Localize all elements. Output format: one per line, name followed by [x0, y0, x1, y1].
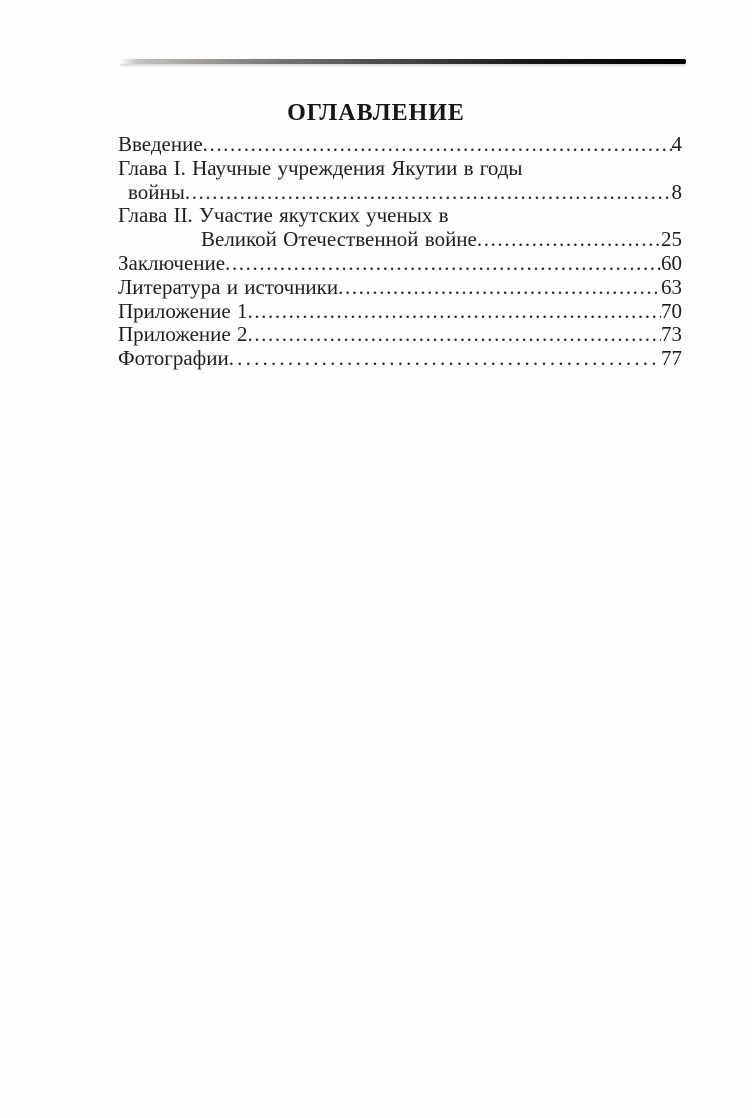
dot-leader: ........................................… [184, 180, 672, 204]
toc-entry-label: Литература и источники [118, 274, 339, 299]
page-title: ОГЛАВЛЕНИЕ [287, 100, 465, 127]
toc-row-glava2-line2: Великой Отечественной войне ............… [118, 227, 682, 252]
toc-entry-label: Глава I. Научные учреждения Якутии в год… [118, 155, 523, 180]
toc-entry-label: Приложение 1 [118, 298, 248, 323]
toc-page-number: 25 [661, 227, 682, 252]
toc-entry-label: войны [128, 179, 185, 204]
toc-entry-label: Введение [118, 132, 203, 156]
dot-leader: ........................................… [228, 347, 661, 371]
dot-leader: ........................................… [338, 275, 661, 299]
toc-page-number: 70 [661, 298, 682, 323]
toc-page-number: 63 [661, 274, 682, 299]
toc-row-vvedenie: Введение ...............................… [118, 132, 683, 157]
dot-leader: ........................................… [247, 299, 661, 323]
dot-leader: ........................................… [247, 323, 661, 347]
toc-page-number: 4 [671, 132, 683, 156]
toc-row-zaklyuchenie: Заключение .............................… [118, 250, 682, 276]
dot-leader: ........................................… [202, 133, 672, 156]
dot-leader: ........................................… [225, 251, 661, 275]
toc-row-literatura: Литература и источники .................… [118, 274, 682, 300]
toc-entry-label: Заключение [118, 250, 226, 275]
top-scan-rule [120, 59, 686, 64]
toc-row-glava1-line2: войны ..................................… [118, 179, 683, 205]
toc-row-glava1-line1: Глава I. Научные учреждения Якутии в год… [118, 155, 682, 181]
toc-row-fotografii: Фотографии .............................… [118, 346, 682, 371]
toc-entry-label: Фотографии [118, 346, 229, 371]
toc-page-number: 73 [661, 322, 682, 347]
toc-entry-label: Великой Отечественной войне [201, 227, 477, 252]
table-of-contents: Введение ...............................… [118, 132, 683, 371]
dot-leader: ........................................… [476, 228, 661, 252]
toc-row-prilozhenie-2: Приложение 2 ...........................… [118, 323, 682, 347]
toc-page-number: 77 [661, 346, 682, 371]
toc-entry-label: Глава II. Участие якутских ученых в [118, 203, 449, 228]
toc-row-prilozhenie-1: Приложение 1 ...........................… [118, 298, 682, 324]
toc-entry-label: Приложение 2 [118, 322, 248, 347]
toc-page-number: 60 [661, 250, 682, 275]
toc-row-glava2-line1: Глава II. Участие якутских ученых в [118, 204, 682, 228]
toc-page-number: 8 [671, 179, 683, 204]
